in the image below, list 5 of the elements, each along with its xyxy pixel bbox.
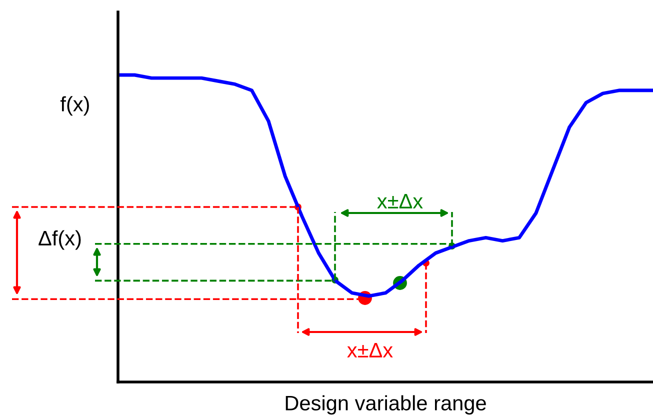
annotation: x±Δx	[347, 343, 393, 358]
text: Δf(x)	[38, 230, 81, 250]
x-axis-title: Design variable range	[286, 395, 486, 415]
annotation: x±Δx	[377, 194, 423, 208]
y-axis-title: f(x)	[60, 96, 89, 116]
